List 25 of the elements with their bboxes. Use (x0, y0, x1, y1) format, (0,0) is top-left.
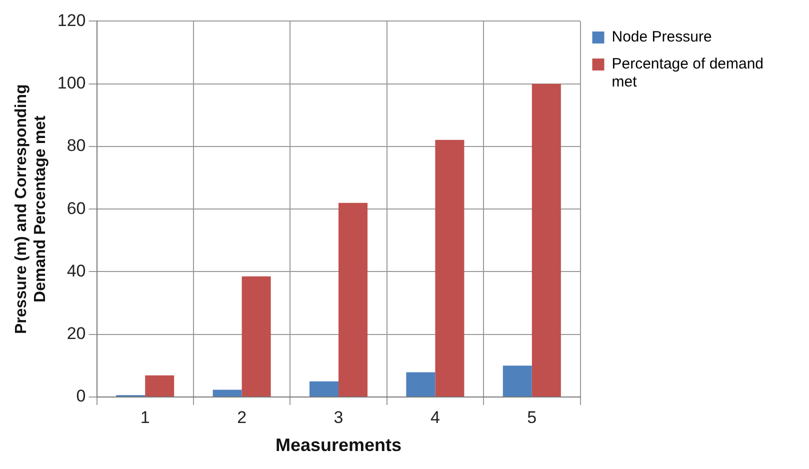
y-axis-title: Pressure (m) and Corresponding Demand Percentage met (13, 84, 50, 334)
y-tick-label: 60 (66, 198, 86, 218)
bar (406, 372, 436, 396)
legend-label: Node Pressure (612, 28, 712, 46)
x-tick-label: 2 (237, 408, 247, 427)
y-tick-label: 80 (66, 136, 86, 156)
y-tick-label: 20 (66, 324, 86, 344)
bar (435, 140, 464, 396)
bar (502, 366, 532, 396)
x-tick-label: 5 (527, 408, 537, 427)
x-tick-label: 4 (430, 408, 440, 427)
bar (338, 202, 368, 396)
bar (145, 375, 174, 396)
y-tick-label: 40 (66, 261, 86, 280)
bar (212, 390, 242, 396)
x-axis-title: Measurements (275, 435, 402, 456)
bar (242, 276, 271, 396)
legend-label: Percentage of demand met (612, 56, 764, 91)
bar (310, 381, 339, 396)
x-tick-label: 3 (334, 408, 344, 427)
bar (532, 84, 561, 396)
y-tick-label: 120 (57, 10, 86, 30)
y-tick-label: 100 (57, 74, 86, 93)
x-tick-label: 1 (140, 408, 150, 427)
y-tick-label: 0 (76, 386, 86, 406)
